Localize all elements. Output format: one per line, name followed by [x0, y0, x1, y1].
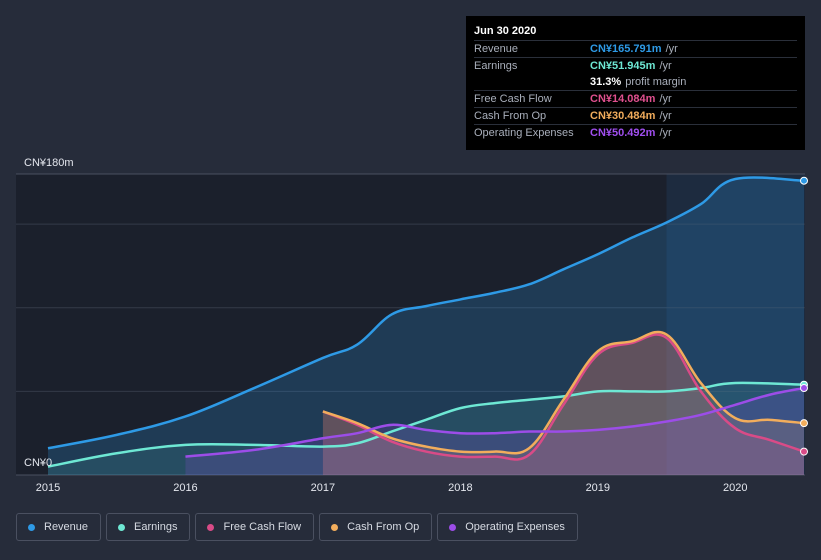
tooltip-unit: /yr	[659, 59, 672, 72]
legend-item-revenue[interactable]: Revenue	[16, 513, 102, 541]
tooltip-label: Earnings	[474, 59, 518, 72]
series-end-marker-cash-from-op	[800, 419, 808, 428]
tooltip-row-operating-expenses: Operating Expenses CN¥50.492m /yr	[474, 123, 797, 141]
legend-dot-icon	[28, 523, 35, 531]
legend: Revenue Earnings Free Cash Flow Cash Fro…	[16, 513, 578, 541]
tooltip-row-earnings: Earnings CN¥51.945m /yr	[474, 56, 797, 74]
tooltip-unit: /yr	[659, 110, 672, 123]
series-line-free-cash-flow	[322, 333, 805, 461]
legend-item-free-cash-flow[interactable]: Free Cash Flow	[195, 513, 315, 541]
tooltip-row-cash-from-op: Cash From Op CN¥30.484m /yr	[474, 107, 797, 124]
legend-label: Cash From Op	[347, 521, 420, 533]
legend-item-earnings[interactable]: Earnings	[106, 513, 191, 541]
x-tick-label: 2020	[723, 482, 747, 494]
tooltip-unit: /yr	[665, 43, 678, 55]
tooltip-panel: Jun 30 2020 Revenue CN¥165.791m /yr Earn…	[466, 16, 805, 150]
series-area-revenue	[48, 177, 804, 475]
y-axis-label-bottom: CN¥0	[24, 457, 52, 469]
tooltip-unit: /yr	[659, 126, 672, 139]
x-tick-label: 2018	[448, 482, 472, 494]
tooltip-value: CN¥14.084m	[590, 93, 656, 106]
legend-dot-icon	[118, 523, 126, 531]
x-tick-label: 2015	[36, 482, 60, 494]
tooltip-unit: /yr	[659, 93, 672, 106]
legend-dot-icon	[331, 523, 339, 531]
tooltip-row-free-cash-flow: Free Cash Flow CN¥14.084m /yr	[474, 90, 797, 107]
x-tick-label: 2019	[586, 482, 610, 494]
legend-item-operating-expenses[interactable]: Operating Expenses	[437, 513, 578, 541]
tooltip-label: Free Cash Flow	[474, 93, 552, 106]
series-layer	[47, 176, 808, 475]
legend-label: Operating Expenses	[465, 521, 565, 533]
series-area-operating-expenses	[185, 388, 805, 475]
series-end-marker-revenue	[800, 176, 808, 185]
tooltip-value: CN¥165.791m	[590, 43, 662, 55]
tooltip-value: CN¥50.492m	[590, 126, 656, 139]
tooltip-date: Jun 30 2020	[474, 25, 537, 37]
legend-dot-icon	[449, 523, 457, 531]
tooltip-row-profit-margin: 31.3% profit margin	[474, 74, 797, 91]
legend-label: Earnings	[134, 521, 178, 533]
legend-label: Revenue	[44, 521, 89, 533]
x-tick-label: 2016	[173, 482, 197, 494]
tooltip-value: CN¥30.484m	[590, 110, 656, 123]
legend-label: Free Cash Flow	[223, 521, 302, 533]
tooltip-label: Revenue	[474, 43, 519, 55]
x-tick-label: 2017	[311, 482, 335, 494]
series-line-earnings	[47, 381, 805, 468]
tooltip-value: CN¥51.945m	[590, 59, 656, 72]
series-end-marker-free-cash-flow	[800, 447, 808, 456]
tooltip-label	[474, 74, 590, 91]
x-axis-ticks: 2015 2016 2017 2018 2019 2020	[36, 482, 748, 494]
tooltip-row-revenue: Revenue CN¥165.791m /yr	[474, 40, 797, 57]
series-line-operating-expenses	[185, 386, 805, 458]
series-end-marker-operating-expenses	[800, 384, 808, 393]
tooltip-value: 31.3%	[590, 75, 622, 88]
legend-item-cash-from-op[interactable]: Cash From Op	[319, 513, 433, 541]
tooltip-label: Cash From Op	[474, 110, 547, 123]
tooltip-unit: profit margin	[625, 75, 687, 88]
series-area-free-cash-flow	[322, 334, 804, 475]
legend-dot-icon	[207, 523, 215, 531]
series-line-cash-from-op	[322, 330, 805, 455]
series-line-revenue	[47, 176, 805, 450]
tooltip-label: Operating Expenses	[474, 126, 574, 139]
y-axis-label-top: CN¥180m	[24, 157, 74, 169]
